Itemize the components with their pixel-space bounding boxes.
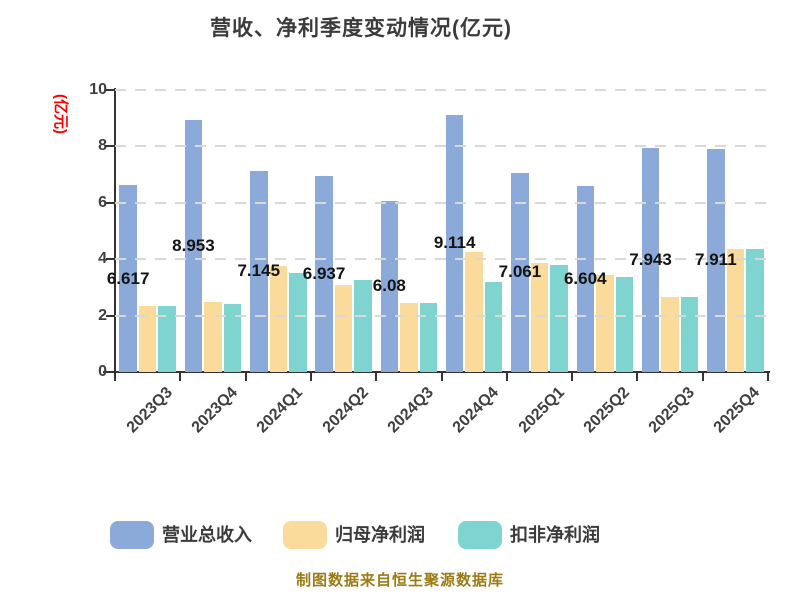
y-axis-tick-label: 0 [98,363,107,380]
x-axis-category-label: 2024Q4 [449,384,503,437]
chart-title: 营收、净利季度变动情况(亿元) [210,17,512,40]
x-axis-tick-mark [244,372,247,381]
value-label: 7.911 [695,250,737,270]
net-profit-swatch-icon [283,521,327,549]
x-axis-category-label: 2025Q4 [711,384,764,437]
x-axis-category-label: 2025Q2 [580,384,633,437]
x-axis-category-label: 2024Q3 [384,384,437,437]
x-axis-category-label: 2024Q1 [253,384,307,437]
value-label: 6.617 [106,268,150,288]
bar-non_gaap-2024Q2 [354,280,372,372]
bar-revenue-2023Q4 [184,119,203,372]
bar-revenue-2024Q2 [315,176,333,372]
legend-label: 扣非净利润 [510,525,600,545]
bar-non_gaap-2025Q4 [746,249,764,372]
bar-revenue-2024Q1 [250,170,268,372]
bar-net_profit-2024Q2 [334,285,353,372]
y-axis-line [114,88,116,374]
x-axis-category-label: 2025Q1 [515,384,568,437]
chart-legend: 营业总收入 归母净利润 扣非净利润 [0,521,800,549]
y-axis-tick-label: 6 [98,193,107,211]
bar-net_profit-2025Q2 [596,274,614,372]
legend-label: 营业总收入 [162,525,252,545]
y-axis-tick-label: 8 [98,137,107,155]
bar-revenue-2024Q4 [445,114,464,372]
y-axis-tick-label: 10 [89,81,107,98]
value-label: 6.937 [302,264,346,284]
bar-non_gaap-2025Q3 [680,296,699,372]
x-axis-category-label: 2023Q4 [188,384,241,437]
revenue-swatch-icon [110,521,154,549]
x-axis-tick-mark [505,372,508,381]
bar-net_profit-2025Q4 [726,249,745,372]
y-axis-tick-mark [106,258,115,261]
bar-non_gaap-2024Q4 [484,281,503,372]
bar-revenue-2023Q3 [119,185,137,372]
x-axis-tick-mark [114,372,116,381]
bar-revenue-2024Q3 [380,200,399,372]
bar-non_gaap-2025Q1 [550,265,568,372]
value-label: 9.114 [433,233,476,253]
bar-revenue-2025Q1 [511,172,529,372]
bar-non_gaap-2023Q4 [223,303,242,372]
value-label: 7.943 [629,250,672,269]
data-source-note: 制图数据来自恒生聚源数据库 [295,572,504,589]
bar-net_profit-2023Q4 [204,302,222,372]
x-axis-tick-mark [701,372,704,381]
bar-revenue-2025Q2 [576,185,594,372]
x-axis-tick-mark [375,372,378,381]
bar-net_profit-2024Q1 [269,265,287,372]
value-label: 8.953 [172,235,215,255]
y-axis-tick-label: 2 [98,306,107,324]
value-label: 6.604 [563,268,607,288]
legend-label: 归母净利润 [335,525,425,545]
value-label: 6.08 [372,276,406,296]
value-label: 7.145 [237,261,281,281]
y-axis-tick-mark [106,314,115,317]
bar-non_gaap-2024Q1 [289,272,307,372]
value-label: 7.061 [498,262,542,282]
y-axis-tick-label: 4 [98,250,107,268]
gridline [115,258,768,261]
x-axis-tick-mark [179,372,182,381]
y-axis-tick-mark [106,371,115,373]
bar-net_profit-2025Q1 [530,263,549,372]
non-gaap-swatch-icon [458,521,502,549]
bar-net_profit-2024Q4 [465,251,483,372]
y-axis-tick-mark [106,145,115,148]
x-axis-tick-mark [309,372,312,381]
x-axis-tick-mark [440,372,443,381]
gridline [115,89,768,91]
x-axis-tick-mark [571,372,574,381]
x-axis-category-label: 2024Q2 [319,384,372,437]
y-axis-tick-mark [106,201,115,204]
x-axis-category-label: 2023Q3 [123,384,176,437]
bar-net_profit-2024Q3 [400,302,418,372]
bar-non_gaap-2025Q2 [615,276,633,372]
bar-net_profit-2025Q3 [661,296,679,372]
x-axis-tick-mark [636,372,639,381]
bar-non_gaap-2023Q3 [158,306,176,372]
gridline [115,314,768,317]
x-axis-line [103,371,770,373]
gridline [115,145,768,148]
x-axis-tick-mark [767,372,769,381]
x-axis-category-label: 2025Q3 [645,384,699,437]
y-axis-tick-mark [106,89,115,91]
bar-non_gaap-2024Q3 [419,302,438,372]
gridline [115,201,768,204]
bar-net_profit-2023Q3 [138,306,157,372]
